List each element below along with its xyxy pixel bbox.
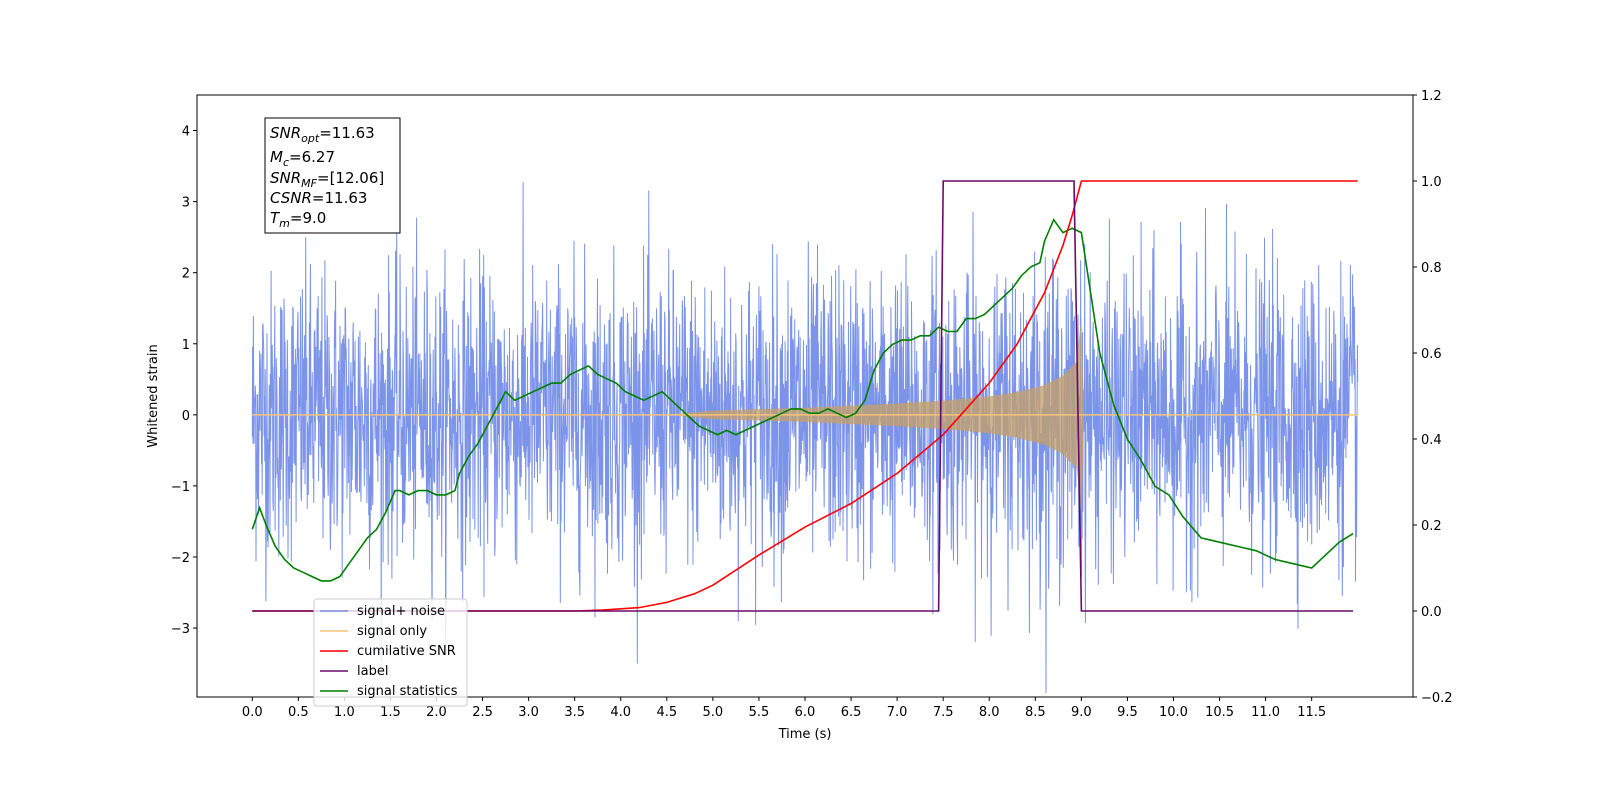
- y2-tick-label: 0.4: [1421, 433, 1442, 448]
- x-tick-label: 1.0: [334, 705, 355, 720]
- annotation-snr-opt: SNRopt=11.63: [270, 124, 375, 145]
- y2-tick-label: −0.2: [1421, 691, 1453, 706]
- y-tick-label: −1: [171, 480, 190, 495]
- y2-tick-label: 0.0: [1421, 605, 1442, 620]
- x-tick-label: 2.5: [472, 705, 493, 720]
- legend-label: signal only: [357, 624, 427, 639]
- legend-label: signal+ noise: [357, 604, 445, 619]
- x-axis: 0.0 0.5 1.0 1.5 2.0 2.5 3.0 3.5 4.0 4.5 5.0 5.5 6.0 6…: [242, 697, 1326, 720]
- legend-entry-signal-only: signal only: [320, 624, 427, 639]
- y-tick-label: −2: [171, 551, 190, 566]
- y2-tick-label: 1.2: [1421, 89, 1442, 104]
- x-tick-label: 6.5: [841, 705, 862, 720]
- x-tick-label: 2.0: [426, 705, 447, 720]
- x-tick-label: 1.5: [380, 705, 401, 720]
- x-tick-label: 8.0: [979, 705, 1000, 720]
- legend-label: cumilative SNR: [357, 644, 456, 659]
- y-tick-label: 2: [182, 267, 190, 282]
- y-axis-right: 1.2 1.0 0.8 0.6 0.4 0.2 0.0 −0.2: [1413, 89, 1453, 706]
- legend-entry-signal-plus-noise: signal+ noise: [320, 604, 445, 619]
- x-tick-label: 6.0: [795, 705, 816, 720]
- y-axis-label: Whitened strain: [146, 344, 161, 447]
- y-tick-label: −3: [171, 622, 190, 637]
- x-tick-label: 10.0: [1159, 705, 1188, 720]
- y-tick-label: 3: [182, 196, 190, 211]
- x-tick-label: 4.5: [656, 705, 677, 720]
- y-tick-label: 0: [182, 409, 190, 424]
- x-tick-label: 0.0: [242, 705, 263, 720]
- annotation-mc: Mc=6.27: [270, 148, 335, 169]
- y2-tick-label: 1.0: [1421, 175, 1442, 190]
- legend-label: label: [357, 664, 388, 679]
- y-tick-label: 4: [182, 125, 190, 140]
- x-tick-label: 10.5: [1205, 705, 1234, 720]
- y2-tick-label: 0.8: [1421, 261, 1442, 276]
- x-tick-label: 5.0: [703, 705, 724, 720]
- y-tick-label: 1: [182, 338, 190, 353]
- legend-entry-cumulative-snr: cumilative SNR: [320, 644, 456, 659]
- legend-frame: [313, 598, 468, 707]
- series-signal-statistics-line: [251, 218, 1354, 582]
- x-tick-label: 7.5: [933, 705, 954, 720]
- y2-tick-label: 0.6: [1421, 347, 1442, 362]
- annotation-csnr: CSNR=11.63: [270, 189, 367, 207]
- x-tick-label: 4.0: [610, 705, 631, 720]
- x-tick-label: 7.0: [887, 705, 908, 720]
- y2-tick-label: 0.2: [1421, 519, 1442, 534]
- legend-entry-signal-statistics: signal statistics: [320, 684, 458, 699]
- x-tick-label: 11.5: [1297, 705, 1326, 720]
- legend: signal+ noise signal only cumilative SNR…: [313, 598, 468, 707]
- x-tick-label: 8.5: [1025, 705, 1046, 720]
- legend-label: signal statistics: [357, 684, 458, 699]
- series-label-line: [252, 180, 1354, 612]
- series-signal-plus-noise-line: [251, 182, 1359, 694]
- annotation-snr-mf: SNRMF=[12.06]: [270, 169, 384, 190]
- x-tick-label: 5.5: [749, 705, 770, 720]
- x-tick-label: 3.0: [518, 705, 539, 720]
- x-tick-label: 3.5: [564, 705, 585, 720]
- x-tick-label: 0.5: [288, 705, 309, 720]
- y-axis-left: 4 3 2 1 0 −1 −2 −3: [171, 125, 197, 637]
- annotation-tm: Tm=9.0: [270, 209, 326, 230]
- x-tick-label: 9.0: [1071, 705, 1092, 720]
- annotation-frame: [264, 117, 401, 234]
- series-layer: [251, 180, 1359, 694]
- x-tick-label: 9.5: [1117, 705, 1138, 720]
- x-axis-label: Time (s): [778, 727, 832, 742]
- legend-entry-label: label: [320, 664, 388, 679]
- series-cumulative-snr-line: [252, 180, 1358, 612]
- stats-annotation-box: SNRopt=11.63 Mc=6.27 SNRMF=[12.06] CSNR=…: [264, 117, 401, 234]
- x-tick-label: 11.0: [1251, 705, 1280, 720]
